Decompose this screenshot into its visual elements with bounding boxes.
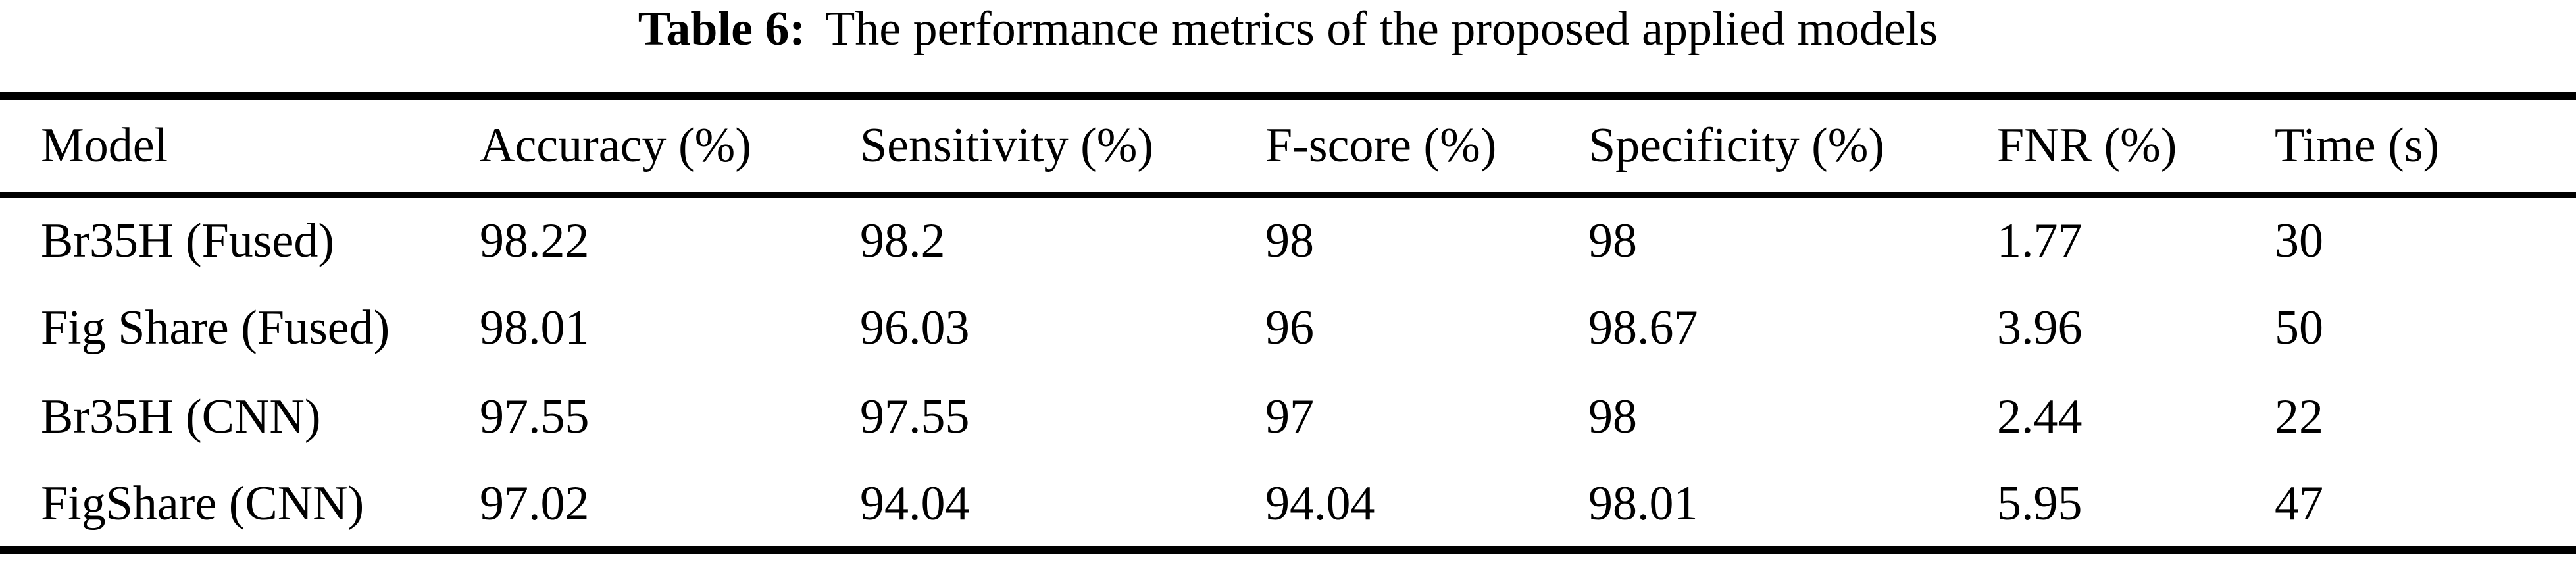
cell-specificity: 98 (1588, 213, 1637, 268)
cell-time: 50 (2275, 301, 2323, 355)
cell-fscore: 94.04 (1265, 477, 1375, 531)
cell-accuracy: 98.22 (480, 213, 590, 268)
cell-accuracy: 97.55 (480, 390, 590, 444)
cell-fnr: 3.96 (1997, 301, 2083, 355)
cell-fnr: 5.95 (1997, 477, 2083, 531)
table-row: Br35H (Fused) 98.22 98.2 98 98 1.77 30 (0, 195, 2576, 284)
cell-model: Br35H (CNN) (41, 390, 321, 444)
cell-model: Br35H (Fused) (41, 213, 335, 268)
cell-specificity: 98 (1588, 390, 1637, 444)
table-row: Fig Share (Fused) 98.01 96.03 96 98.67 3… (0, 284, 2576, 373)
cell-fnr: 1.77 (1997, 213, 2083, 268)
column-header-fnr: FNR (%) (1997, 96, 2275, 198)
table-body: Br35H (Fused) 98.22 98.2 98 98 1.77 30 F… (0, 195, 2576, 550)
header-row: Model Accuracy (%) Sensitivity (%) F-sco… (0, 96, 2576, 198)
cell-accuracy: 98.01 (480, 301, 590, 355)
cell-fnr: 2.44 (1997, 390, 2083, 444)
cell-time: 30 (2275, 213, 2323, 268)
cell-specificity: 98.01 (1588, 477, 1698, 531)
cell-model: FigShare (CNN) (41, 477, 365, 531)
cell-fscore: 96 (1265, 301, 1314, 355)
column-header-model: Model (0, 96, 480, 198)
column-header-fscore: F-score (%) (1265, 96, 1588, 198)
cell-sensitivity: 96.03 (860, 301, 970, 355)
cell-sensitivity: 98.2 (860, 213, 946, 268)
cell-specificity: 98.67 (1588, 301, 1698, 355)
column-header-accuracy: Accuracy (%) (480, 96, 860, 198)
table-caption-text: The performance metrics of the proposed … (825, 2, 1938, 56)
cell-accuracy: 97.02 (480, 477, 590, 531)
column-header-sensitivity: Sensitivity (%) (860, 96, 1265, 198)
metrics-table: Model Accuracy (%) Sensitivity (%) F-sco… (0, 92, 2576, 554)
table-header: Model Accuracy (%) Sensitivity (%) F-sco… (0, 96, 2576, 198)
column-header-time: Time (s) (2275, 96, 2576, 198)
cell-fscore: 97 (1265, 390, 1314, 444)
table-caption: Table 6: The performance metrics of the p… (0, 1, 2576, 57)
cell-time: 47 (2275, 477, 2323, 531)
table-row: Br35H (CNN) 97.55 97.55 97 98 2.44 22 (0, 373, 2576, 461)
column-header-specificity: Specificity (%) (1588, 96, 1997, 198)
cell-fscore: 98 (1265, 213, 1314, 268)
cell-sensitivity: 94.04 (860, 477, 970, 531)
cell-time: 22 (2275, 390, 2323, 444)
table-caption-label: Table 6: (638, 2, 806, 56)
cell-model: Fig Share (Fused) (41, 301, 390, 355)
cell-sensitivity: 97.55 (860, 390, 970, 444)
table-row: FigShare (CNN) 97.02 94.04 94.04 98.01 5… (0, 461, 2576, 550)
